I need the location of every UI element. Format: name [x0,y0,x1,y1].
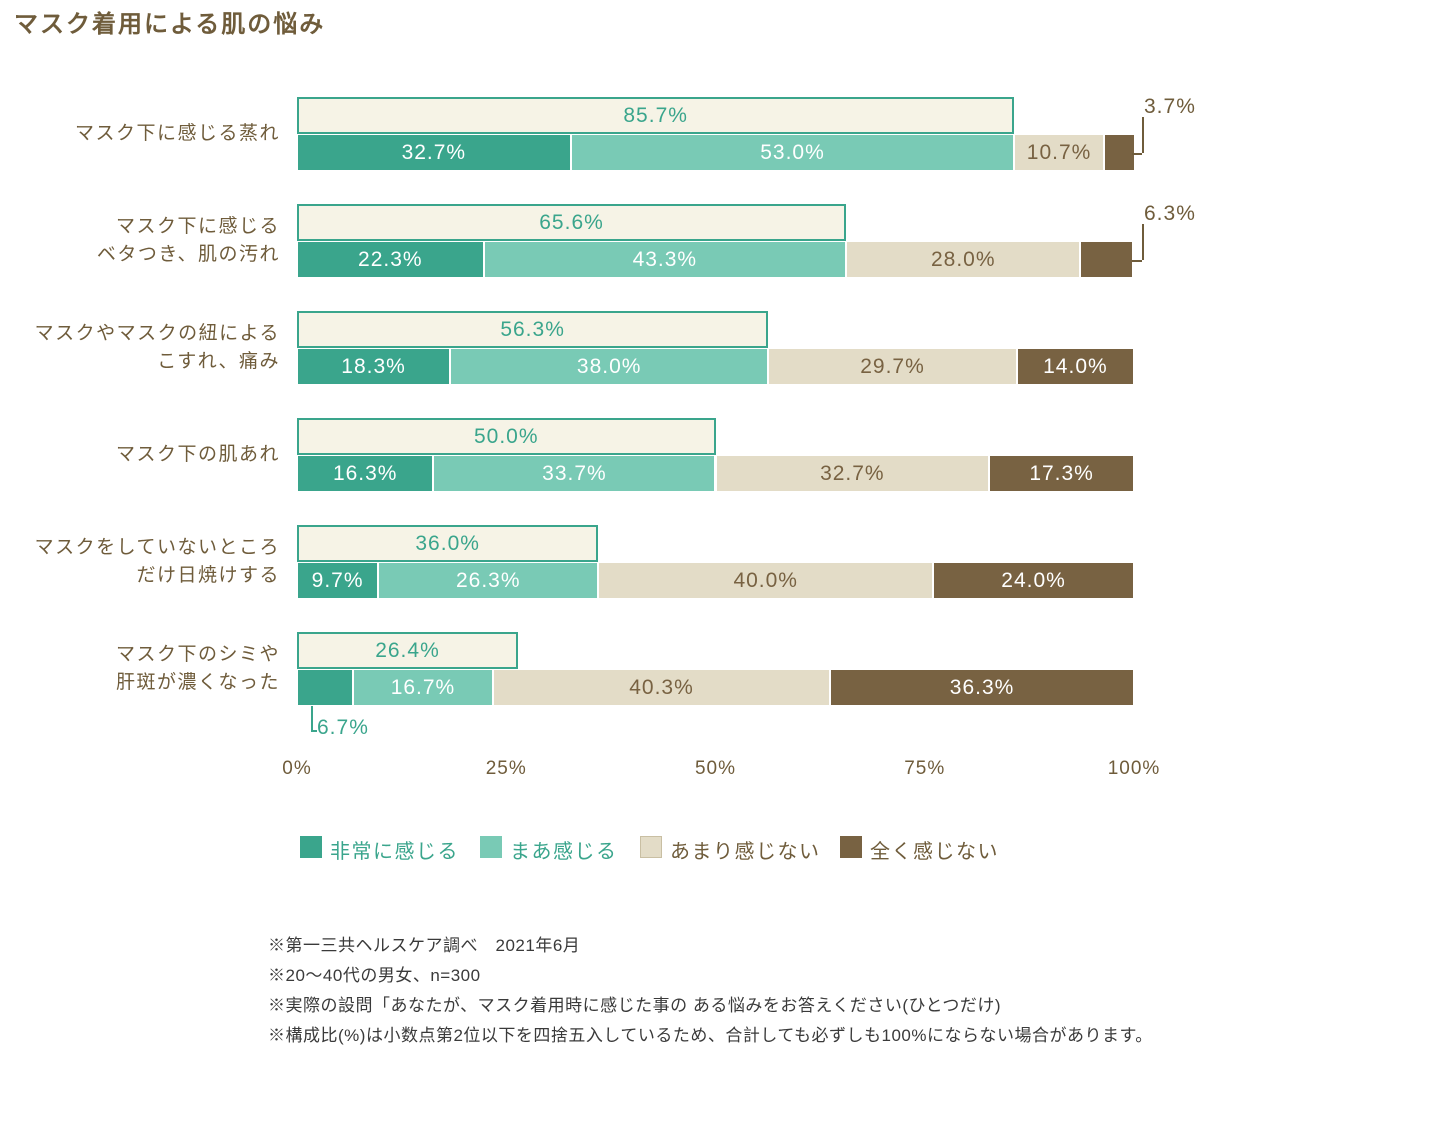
segment-none [1080,241,1133,278]
segment-notmuch: 32.7% [716,455,990,492]
footnote-line: ※第一三共ヘルスケア調べ 2021年6月 [268,931,580,956]
segment-very: 22.3% [297,241,484,278]
segment-some: 16.7% [353,669,493,706]
callout-leader [1132,260,1142,262]
legend-swatch [840,836,862,858]
segment-notmuch: 28.0% [846,241,1080,278]
legend-label: まあ感じる [510,835,618,864]
segment-very: 32.7% [297,134,571,171]
segment-some: 43.3% [484,241,846,278]
legend-swatch [300,836,322,858]
callout-label: 6.7% [317,716,369,740]
summary-bar: 26.4% [297,632,518,669]
x-tick-label: 50% [676,758,756,780]
legend-swatch [480,836,502,858]
callout-leader [1132,153,1142,155]
callout-leader [311,706,313,730]
footnote-line: ※実際の設問「あなたが、マスク着用時に感じた事の ある悩みをお答えください(ひと… [268,991,1001,1016]
category-label: マスクをしていないところだけ日焼けする [0,534,280,591]
category-label: マスク下の肌あれ [0,441,280,470]
segment-very: 18.3% [297,348,450,385]
segment-some: 26.3% [378,562,598,599]
x-tick-label: 25% [466,758,546,780]
segment-notmuch: 29.7% [768,348,1017,385]
callout-label: 3.7% [1144,95,1196,119]
legend-label: 非常に感じる [330,835,459,864]
x-tick-label: 75% [885,758,965,780]
legend-swatch [640,836,662,858]
category-label: マスク下のシミや肝斑が濃くなった [0,641,280,698]
summary-bar: 56.3% [297,311,768,348]
chart-title: マスク着用による肌の悩み [14,4,325,39]
summary-bar: 85.7% [297,97,1014,134]
callout-leader [311,730,317,732]
summary-bar: 65.6% [297,204,846,241]
segment-some: 53.0% [571,134,1015,171]
segment-none: 36.3% [830,669,1134,706]
segment-notmuch: 40.0% [598,562,933,599]
callout-leader [1142,224,1144,260]
category-label: マスク下に感じるベタつき、肌の汚れ [0,213,280,270]
segment-some: 33.7% [433,455,715,492]
segment-none: 17.3% [989,455,1134,492]
footnote-line: ※構成比(%)は小数点第2位以下を四捨五入しているため、合計しても必ずしも100… [268,1021,1153,1046]
segment-none: 14.0% [1017,348,1134,385]
chart-title-text: マスク着用による肌の悩み [14,11,325,38]
x-tick-label: 100% [1094,758,1174,780]
segment-none: 24.0% [933,562,1134,599]
callout-label: 6.3% [1144,202,1196,226]
category-label: マスクやマスクの紐によるこすれ、痛み [0,320,280,377]
category-label: マスク下に感じる蒸れ [0,120,280,149]
segment-very [297,669,353,706]
segment-notmuch: 10.7% [1014,134,1104,171]
footnote-line: ※20〜40代の男女、n=300 [268,961,481,986]
segment-very: 9.7% [297,562,378,599]
segment-none [1104,134,1135,171]
segment-notmuch: 40.3% [493,669,830,706]
x-tick-label: 0% [257,758,337,780]
summary-bar: 36.0% [297,525,598,562]
segment-very: 16.3% [297,455,433,492]
callout-leader [1142,117,1144,153]
summary-bar: 50.0% [297,418,716,455]
legend-label: 全く感じない [870,835,999,864]
legend-label: あまり感じない [670,835,821,864]
segment-some: 38.0% [450,348,768,385]
